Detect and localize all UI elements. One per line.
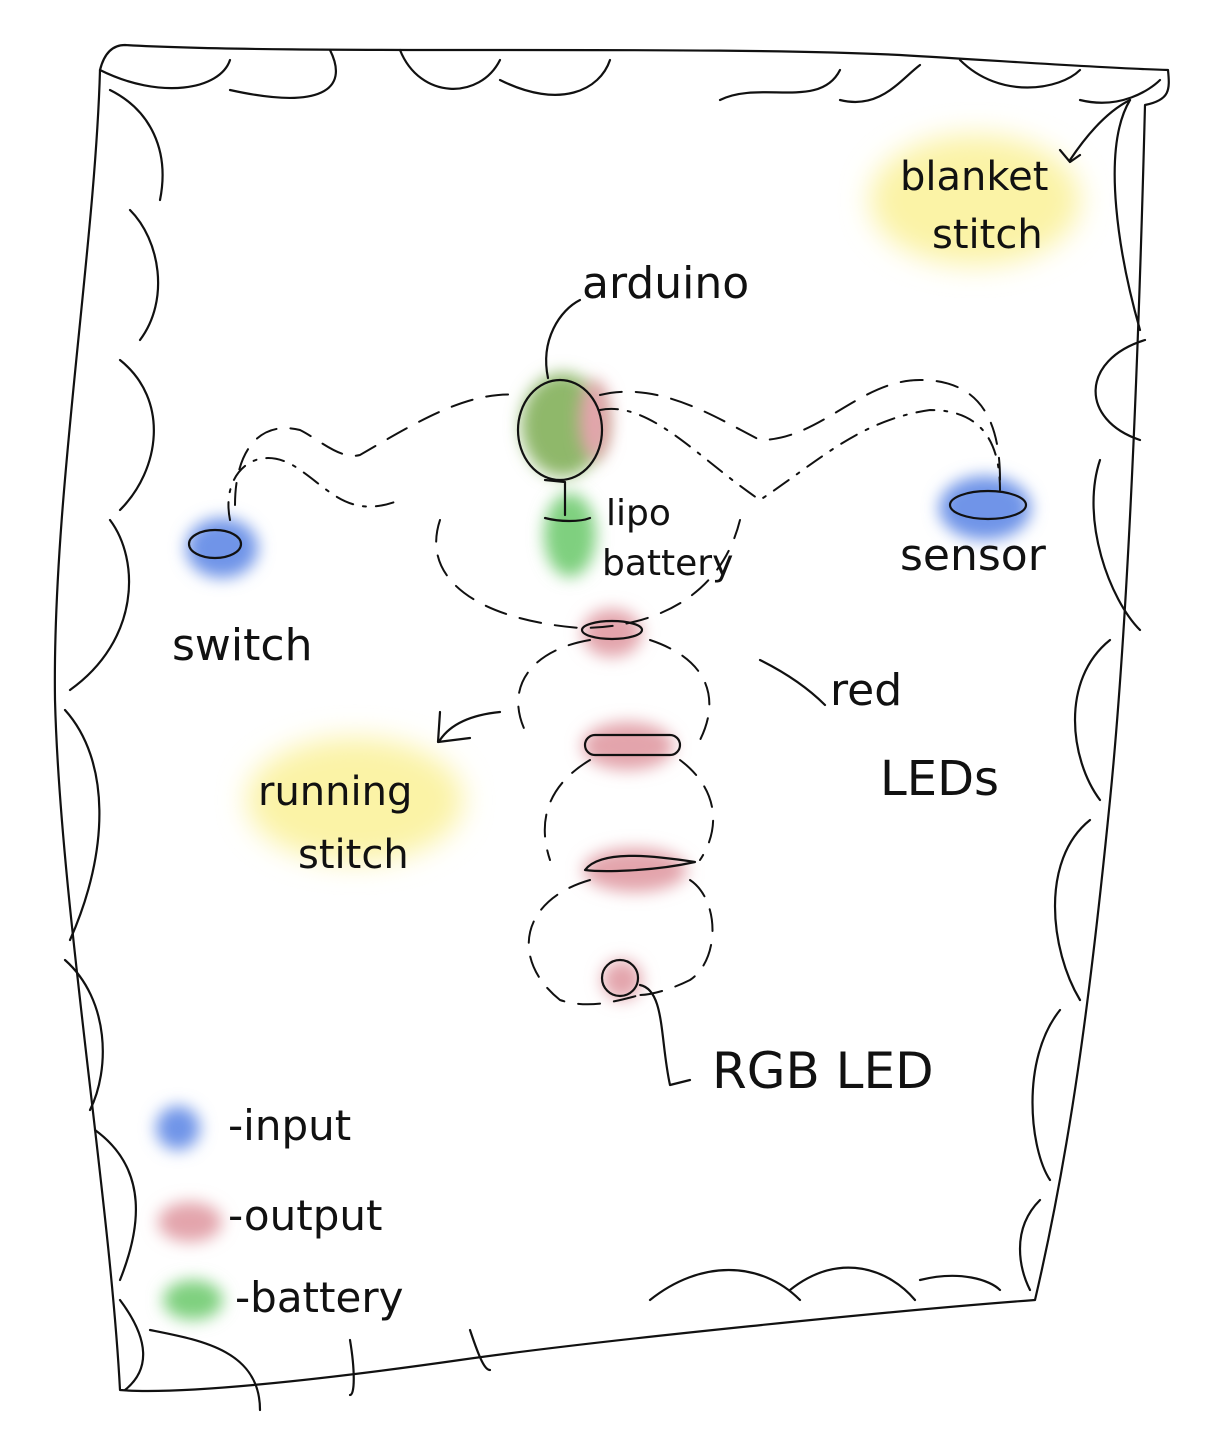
sensor-label: sensor: [900, 530, 1047, 581]
blanket-stitch-label: stitch: [932, 212, 1043, 258]
blanket-stitch-highlight: [870, 135, 1080, 265]
blanket-label: blanket: [900, 154, 1048, 200]
running-label: running: [258, 769, 412, 815]
blanket-stitch-edge: [63, 48, 1162, 1412]
blanket-stitch-arrow: [1058, 98, 1132, 164]
red-leds-leader-line: [758, 658, 827, 707]
running-stitch-arrow: [436, 710, 502, 744]
legend-battery-swatch: [163, 1280, 223, 1320]
rgb-led-label: RGB LED: [712, 1042, 934, 1100]
legend-output-label: -output: [228, 1191, 382, 1240]
arduino-output-tint: [579, 380, 611, 460]
lipo-battery: [543, 478, 592, 523]
lipo-label: lipo: [606, 493, 671, 534]
switch-component: [187, 528, 243, 560]
switch-label: switch: [172, 620, 312, 671]
sensor-component: [948, 489, 1028, 521]
legend-output-swatch: [158, 1202, 222, 1242]
arduino-label: arduino: [582, 258, 749, 309]
red-led-1: [580, 619, 644, 641]
legend-battery-label: -battery: [235, 1273, 403, 1322]
red-led-3: [583, 854, 697, 873]
rgb-led: [600, 958, 640, 998]
red-led-2-highlight: [582, 722, 674, 770]
lipo-battery-highlight: [544, 493, 596, 577]
running-stitch-highlight: [247, 738, 463, 862]
legend-input-label: -input: [228, 1101, 351, 1150]
legend-input-swatch: [156, 1106, 200, 1150]
battery-label: battery: [602, 543, 733, 584]
arduino-leader-line: [545, 298, 582, 380]
fabric-border: [53, 43, 1170, 1393]
conductive-thread-traces: [227, 378, 1001, 1006]
leds-label: LEDs: [880, 751, 999, 807]
red-label: red: [830, 665, 902, 716]
switch-highlight: [186, 518, 258, 578]
arduino-board: [516, 378, 604, 482]
running-stitch-label: stitch: [298, 832, 409, 878]
rgb-led-leader-line: [638, 983, 692, 1087]
red-led-1-highlight: [582, 609, 642, 657]
red-led-2: [583, 733, 682, 757]
